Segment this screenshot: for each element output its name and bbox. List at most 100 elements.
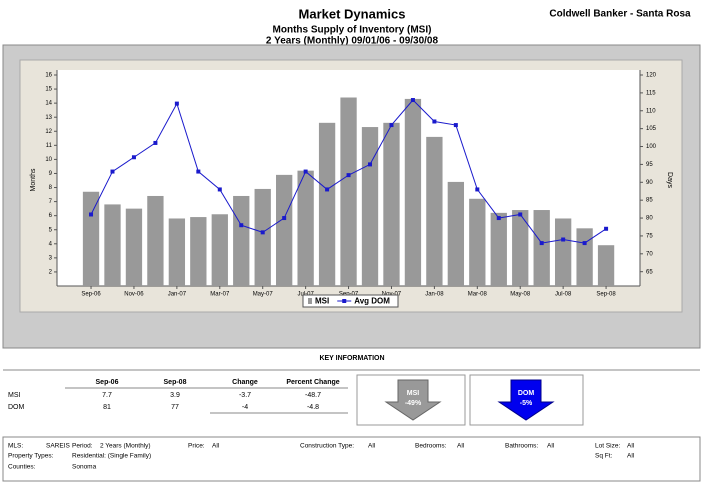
x-tick-label: Sep-08 [596,292,616,298]
filter-label: Bedrooms: [415,443,447,450]
x-tick-label: Jan-08 [425,292,444,298]
bar [383,122,400,287]
period: 2 Years (Monthly) 09/01/06 - 09/30/08 [266,36,439,47]
down-arrow [384,379,442,421]
marker [89,212,94,217]
filter-label: Price: [188,443,205,450]
y-tick-label: 14 [45,101,52,107]
bar [404,98,422,286]
marker [217,187,222,192]
y-tick-label: 5 [49,227,53,233]
cell: 81 [103,404,111,411]
cell: -4.8 [307,404,319,411]
y2-tick-label: 90 [646,180,653,186]
y-tick-label: 13 [45,115,52,121]
marker [131,155,136,160]
column-header: Sep-08 [164,379,187,386]
y2-tick-label: 105 [646,126,657,132]
y-tick-label: 4 [49,241,53,247]
y-tick-label: 15 [45,87,52,93]
bar [297,170,314,286]
y2-axis-title: Days [666,172,673,188]
marker [239,223,244,228]
y2-tick-label: 65 [646,269,653,275]
x-tick-label: Mar-08 [468,292,488,298]
marker [475,187,480,192]
bar [361,127,379,287]
y2-tick-label: 110 [646,108,656,114]
y-tick-label: 3 [49,255,53,261]
bar [104,204,121,286]
filter-value: All [627,443,635,450]
cell: 3.9 [170,392,180,399]
marker [561,237,566,242]
row-label: MSI [8,392,21,399]
filter-label: Construction Type: [300,443,354,450]
x-tick-label: May-07 [253,292,274,298]
bar [340,97,357,286]
bar [469,198,486,286]
indicator-change: -5% [520,400,533,407]
y-tick-label: 9 [49,171,53,177]
marker [518,212,523,217]
company: Coldwell Banker - Santa Rosa [549,9,691,20]
filter-value: All [457,443,465,450]
cell: -4 [242,404,248,411]
filter-label: MLS: [8,443,23,450]
bar [426,136,443,286]
marker [174,101,179,106]
bar [147,195,164,286]
y-tick-label: 16 [45,73,52,79]
indicator-name: MSI [407,390,420,397]
x-tick-label: Jul-08 [555,292,572,298]
marker [410,98,415,103]
marker [539,241,544,246]
y2-tick-label: 70 [646,251,653,257]
cell: -3.7 [239,392,251,399]
filter-value: All [547,443,555,450]
bar [318,122,336,287]
y2-tick-label: 80 [646,216,653,222]
filter-label: Sq Ft: [595,453,613,460]
indicator-name: DOM [518,390,535,397]
bar [125,208,143,286]
y2-tick-label: 100 [646,144,657,150]
y-tick-label: 7 [49,199,53,205]
x-tick-label: Sep-06 [81,292,101,298]
x-tick-label: Nov-06 [124,292,144,298]
marker [153,140,158,145]
y-tick-label: 10 [45,157,52,163]
marker [110,169,115,174]
marker [604,226,609,231]
bar [233,195,250,286]
filter-value: 2 Years (Monthly) [100,443,151,450]
filters-box [2,436,701,482]
filter-label: Property Types: [8,453,54,460]
y-tick-label: 11 [46,143,53,149]
marker [432,119,437,124]
x-tick-label: May-08 [510,292,531,298]
marker [496,216,501,221]
bar [554,218,572,286]
x-tick-label: Jan-07 [168,292,187,298]
y-axis-title: Months [30,168,37,191]
key-info-title: KEY INFORMATION [319,355,384,362]
indicator-change: -49% [405,400,422,407]
bar [168,218,186,286]
bar [211,214,228,286]
marker [582,241,587,246]
legend-swatch [342,299,347,303]
filter-value: All [212,443,220,450]
y2-tick-label: 120 [646,73,657,79]
x-tick-label: Mar-07 [210,292,230,298]
legend-label: MSI [315,297,329,306]
bar [447,181,465,286]
filter-label: Lot Size: [595,443,620,450]
bar [254,188,271,286]
subtitle: Months Supply of Inventory (MSI) [273,25,432,36]
y-tick-label: 8 [49,185,53,191]
bar [597,245,615,286]
legend-swatch [308,298,312,304]
bar [82,191,100,286]
